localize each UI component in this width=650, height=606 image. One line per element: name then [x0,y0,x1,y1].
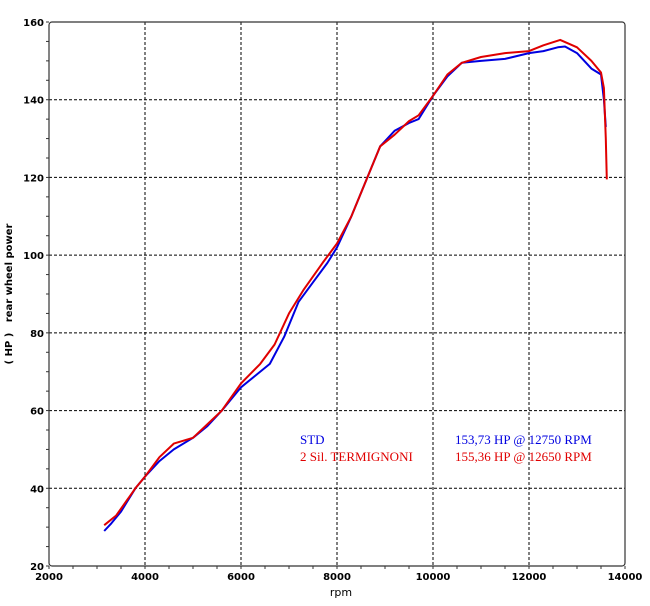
y-tick-label: 120 [23,173,44,184]
series-line-termignoni [103,38,608,526]
y-tick-label: 80 [30,329,44,340]
y-axis-label: ( HP ) rear wheel power [4,223,15,364]
x-axis-label: rpm [330,586,352,599]
x-tick-label: 12000 [512,572,547,583]
legend-name: 2 Sil. TERMIGNONI [300,449,413,464]
x-tick-label: 4000 [131,572,159,583]
x-tick-label: 10000 [416,572,451,583]
legend: STD 153,73 HP @ 12750 RPM 2 Sil. TERMIGNON… [300,432,592,464]
y-tick-label: 60 [30,407,44,418]
y-tick-label: 20 [30,562,44,573]
legend-summary: 155,36 HP @ 12650 RPM [455,449,592,464]
y-tick-label: 160 [23,18,44,29]
legend-name: STD [300,432,325,447]
x-tick-label: 6000 [227,572,255,583]
x-tick-label: 8000 [323,572,351,583]
x-tick-label: 2000 [35,572,63,583]
legend-summary: 153,73 HP @ 12750 RPM [455,432,592,447]
y-tick-label: 140 [23,96,44,107]
x-tick-label: 14000 [608,572,643,583]
y-tick-label: 100 [23,251,44,262]
grid [49,22,625,566]
y-tick-label: 40 [30,484,44,495]
